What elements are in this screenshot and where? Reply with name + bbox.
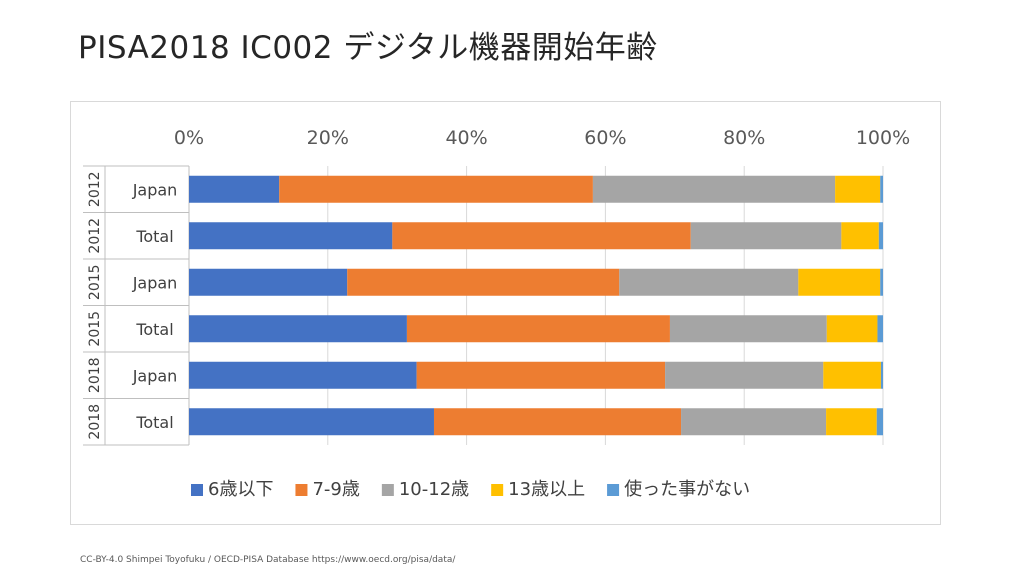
legend-label: 10-12歳 bbox=[399, 479, 469, 500]
bar-segment bbox=[279, 175, 593, 203]
bar-segment bbox=[798, 268, 881, 296]
legend-label: 7-9歳 bbox=[312, 479, 359, 500]
year-label: 2015 bbox=[87, 311, 103, 347]
bar-segment bbox=[189, 268, 348, 296]
bar-segment bbox=[592, 175, 836, 203]
bar-segment bbox=[880, 175, 883, 203]
bar-segment bbox=[878, 222, 883, 250]
x-tick-label: 100% bbox=[856, 127, 910, 149]
year-label: 2012 bbox=[87, 171, 103, 207]
slide-title: PISA2018 IC002 デジタル機器開始年齢 bbox=[78, 30, 658, 66]
bar-segment bbox=[665, 361, 824, 389]
category-label: Japan bbox=[132, 273, 178, 292]
category-label: Japan bbox=[132, 180, 178, 199]
bar-segment bbox=[189, 315, 407, 343]
bar-segment bbox=[841, 222, 879, 250]
bar-segment bbox=[877, 315, 883, 343]
category-label: Japan bbox=[132, 366, 178, 385]
bar-segment bbox=[189, 222, 393, 250]
bar-segment bbox=[392, 222, 691, 250]
x-tick-label: 80% bbox=[723, 127, 765, 149]
bar-segment bbox=[669, 315, 827, 343]
bar-segment bbox=[826, 315, 878, 343]
category-label: Total bbox=[135, 320, 173, 339]
bar-segment bbox=[835, 175, 881, 203]
x-tick-label: 60% bbox=[584, 127, 626, 149]
legend-swatch bbox=[191, 484, 203, 496]
legend-swatch bbox=[491, 484, 504, 496]
year-label: 2018 bbox=[87, 404, 103, 440]
bar-segment bbox=[189, 175, 280, 203]
bar-segment bbox=[416, 361, 666, 389]
bar-segment bbox=[690, 222, 842, 250]
legend-label: 6歳以下 bbox=[208, 479, 273, 500]
x-tick-label: 20% bbox=[307, 127, 349, 149]
bar-segment bbox=[876, 408, 883, 436]
stacked-bar-chart: 0% 20% 40% 60% 80% 100% Japan 2012 Total 2012 Japa… bbox=[83, 127, 910, 500]
legend-swatch bbox=[295, 484, 308, 496]
bar-segment bbox=[823, 361, 881, 389]
category-label: Total bbox=[135, 413, 173, 432]
footer-credit: CC-BY-4.0 Shimpei Toyofuku / OECD-PISA D… bbox=[80, 555, 456, 565]
category-label: Total bbox=[135, 227, 173, 246]
year-label: 2018 bbox=[87, 357, 103, 393]
bar-segment bbox=[826, 408, 877, 436]
legend-label: 使った事がない bbox=[624, 479, 750, 500]
x-tick-label: 0% bbox=[174, 127, 204, 149]
bar-segment bbox=[880, 361, 883, 389]
bar-segment bbox=[406, 315, 670, 343]
legend-swatch bbox=[607, 484, 620, 496]
x-tick-label: 40% bbox=[445, 127, 487, 149]
bar-segment bbox=[433, 408, 682, 436]
bar-segment bbox=[681, 408, 827, 436]
bar-segment bbox=[189, 408, 434, 436]
year-label: 2012 bbox=[87, 218, 103, 254]
bar-segment bbox=[880, 268, 883, 296]
bar-segment bbox=[189, 361, 417, 389]
legend-swatch bbox=[381, 484, 394, 496]
bar-segment bbox=[619, 268, 799, 296]
chart-frame: 0% 20% 40% 60% 80% 100% Japan 2012 Total 2012 Japa… bbox=[70, 101, 941, 525]
bar-segment bbox=[347, 268, 620, 296]
year-label: 2015 bbox=[87, 264, 103, 300]
legend-label: 13歳以上 bbox=[508, 479, 585, 500]
